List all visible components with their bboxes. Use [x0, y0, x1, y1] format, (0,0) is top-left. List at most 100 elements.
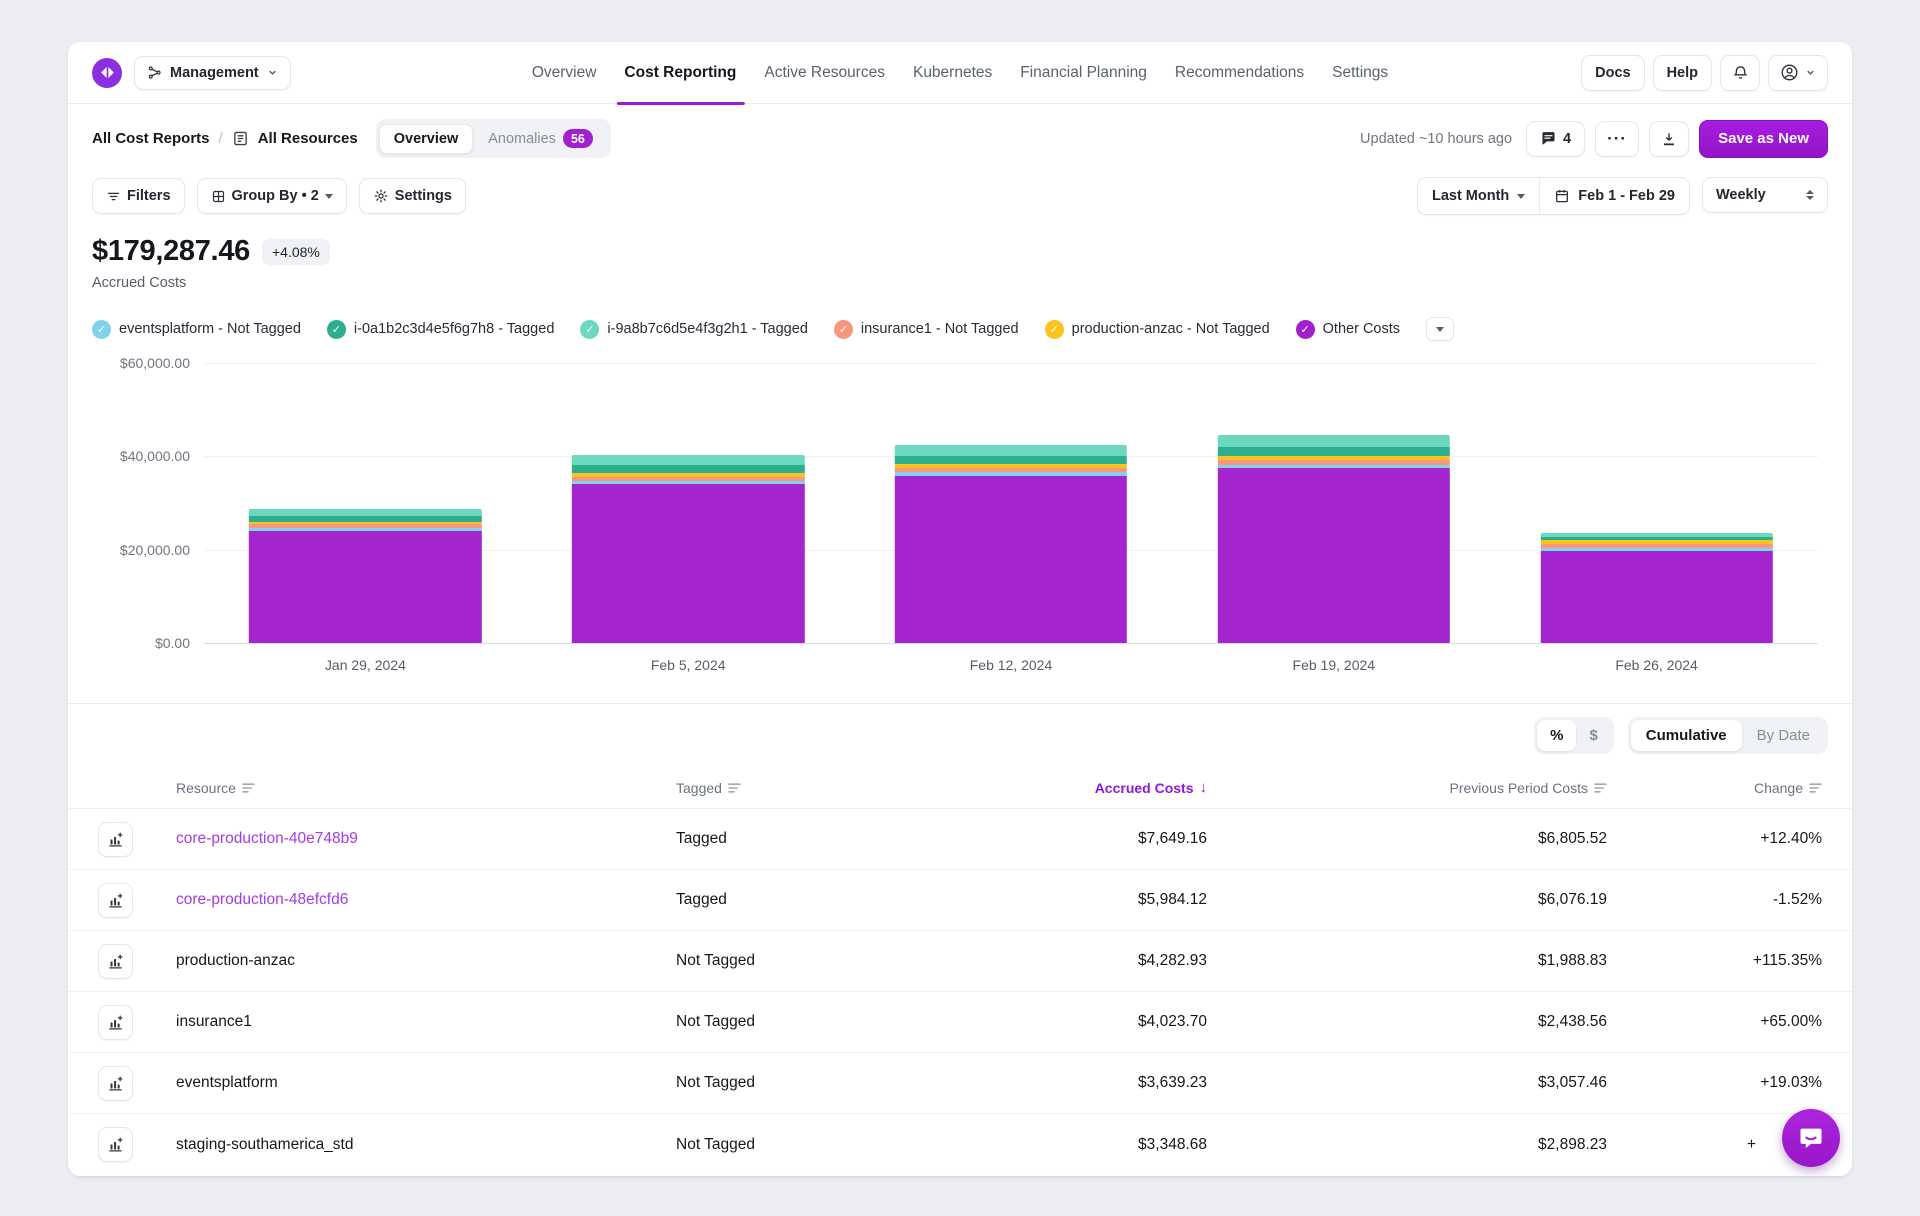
add-to-chart-button[interactable]	[98, 1005, 133, 1040]
filters-button[interactable]: Filters	[92, 178, 185, 214]
legend-item[interactable]: ✓insurance1 - Not Tagged	[834, 320, 1019, 339]
legend-item[interactable]: ✓i-0a1b2c3d4e5f6g7h8 - Tagged	[327, 320, 555, 339]
gear-icon	[373, 188, 389, 204]
comments-count: 4	[1563, 131, 1571, 147]
legend-label: i-0a1b2c3d4e5f6g7h8 - Tagged	[354, 321, 555, 337]
legend-more-button[interactable]	[1426, 317, 1454, 341]
account-menu-button[interactable]	[1768, 55, 1828, 91]
tab-active-resources[interactable]: Active Resources	[764, 42, 885, 104]
check-icon: ✓	[580, 320, 599, 339]
row-icon-cell	[98, 1066, 176, 1101]
legend-item[interactable]: ✓Other Costs	[1296, 320, 1400, 339]
chart-bar[interactable]	[249, 509, 481, 643]
row-icon-cell	[98, 944, 176, 979]
tab-financial-planning[interactable]: Financial Planning	[1020, 42, 1147, 104]
row-icon-cell	[98, 822, 176, 857]
percent-toggle[interactable]: %	[1537, 720, 1576, 751]
by-date-toggle[interactable]: By Date	[1742, 720, 1825, 751]
chart-bar[interactable]	[1540, 533, 1772, 643]
intercom-launcher[interactable]	[1782, 1109, 1840, 1167]
breadcrumb-all-cost-reports[interactable]: All Cost Reports	[92, 130, 210, 147]
table-row[interactable]: insurance1Not Tagged$4,023.70$2,438.56+6…	[68, 992, 1852, 1053]
resource-name[interactable]: core-production-40e748b9	[176, 830, 358, 847]
date-range-button[interactable]: Feb 1 - Feb 29	[1539, 178, 1689, 214]
breadcrumb-all-resources[interactable]: All Resources	[258, 130, 358, 147]
column-header-previous-period-costs[interactable]: Previous Period Costs	[1207, 780, 1607, 796]
resource-name[interactable]: core-production-48efcfd6	[176, 891, 348, 908]
column-header-resource[interactable]: Resource	[176, 780, 676, 796]
main-nav: Overview Cost Reporting Active Resources Ku…	[532, 42, 1388, 104]
chevron-down-icon	[1805, 67, 1816, 78]
cumulative-toggle[interactable]: Cumulative	[1631, 720, 1742, 751]
save-as-new-button[interactable]: Save as New	[1699, 120, 1828, 158]
docs-button[interactable]: Docs	[1581, 55, 1644, 91]
more-actions-button[interactable]: ···	[1595, 121, 1639, 157]
tab-report-overview[interactable]: Overview	[379, 124, 474, 154]
bar-segment	[1218, 447, 1450, 455]
resource-cell: core-production-48efcfd6	[176, 891, 676, 909]
previous-cost-cell: $2,898.23	[1207, 1136, 1607, 1154]
table-row[interactable]: core-production-40e748b9Tagged$7,649.16$…	[68, 809, 1852, 870]
add-to-chart-button[interactable]	[98, 1066, 133, 1101]
group-by-button[interactable]: Group By • 2	[197, 178, 347, 214]
add-to-chart-button[interactable]	[98, 883, 133, 918]
chart-settings-button[interactable]: Settings	[359, 178, 466, 214]
tab-settings[interactable]: Settings	[1332, 42, 1388, 104]
add-to-chart-button[interactable]	[98, 822, 133, 857]
change-cell: +115.35%	[1607, 952, 1822, 970]
chart-bar[interactable]	[895, 445, 1127, 643]
table-row[interactable]: production-anzacNot Tagged$4,282.93$1,98…	[68, 931, 1852, 992]
column-header-accrued-costs[interactable]: Accrued Costs ↓	[887, 779, 1207, 796]
legend-item[interactable]: ✓production-anzac - Not Tagged	[1045, 320, 1270, 339]
resource-cell: staging-southamerica_std	[176, 1136, 676, 1154]
period-select[interactable]: Last Month	[1418, 178, 1539, 214]
table-row[interactable]: staging-southamerica_stdNot Tagged$3,348…	[68, 1114, 1852, 1175]
tab-cost-reporting[interactable]: Cost Reporting	[624, 42, 736, 104]
previous-cost-cell: $2,438.56	[1207, 1013, 1607, 1031]
table-body: core-production-40e748b9Tagged$7,649.16$…	[68, 809, 1852, 1175]
y-axis-tick: $20,000.00	[92, 542, 190, 558]
top-nav: Management Overview Cost Reporting Active …	[68, 42, 1852, 104]
sort-arrow-down-icon: ↓	[1200, 779, 1208, 796]
legend-item[interactable]: ✓i-9a8b7c6d5e4f3g2h1 - Tagged	[580, 320, 808, 339]
column-header-change[interactable]: Change	[1607, 780, 1822, 796]
y-axis-tick: $40,000.00	[92, 448, 190, 464]
chart-bar[interactable]	[1218, 435, 1450, 643]
bar-segment	[572, 455, 804, 466]
dollar-toggle[interactable]: $	[1576, 720, 1610, 751]
resource-name: eventsplatform	[176, 1074, 278, 1091]
calendar-icon	[1554, 188, 1570, 204]
workspace-label: Management	[170, 65, 259, 81]
page: Management Overview Cost Reporting Active …	[0, 0, 1920, 1216]
add-to-chart-button[interactable]	[98, 944, 133, 979]
tab-overview[interactable]: Overview	[532, 42, 597, 104]
bar-segment	[1540, 551, 1772, 643]
bar-segment	[249, 531, 481, 643]
column-header-tagged[interactable]: Tagged	[676, 780, 887, 796]
column-label: Accrued Costs	[1095, 780, 1194, 796]
granularity-select[interactable]: Weekly	[1702, 177, 1828, 213]
table-row[interactable]: core-production-48efcfd6Tagged$5,984.12$…	[68, 870, 1852, 931]
help-button[interactable]: Help	[1653, 55, 1712, 91]
accrued-cost-cell: $5,984.12	[887, 891, 1207, 909]
notifications-button[interactable]	[1720, 55, 1760, 91]
chart-legend: ✓eventsplatform - Not Tagged✓i-0a1b2c3d4…	[68, 291, 1852, 341]
tab-anomalies[interactable]: Anomalies 56	[473, 122, 608, 155]
change-cell: +65.00%	[1607, 1013, 1822, 1031]
tab-recommendations[interactable]: Recommendations	[1175, 42, 1304, 104]
resource-cell: eventsplatform	[176, 1074, 676, 1092]
row-icon-cell	[98, 883, 176, 918]
vantage-logo-icon[interactable]	[92, 58, 122, 88]
chart-bar[interactable]	[572, 455, 804, 643]
column-label: Previous Period Costs	[1449, 780, 1588, 796]
download-button[interactable]	[1649, 121, 1689, 157]
comments-button[interactable]: 4	[1526, 121, 1585, 157]
table-row[interactable]: eventsplatformNot Tagged$3,639.23$3,057.…	[68, 1053, 1852, 1114]
tab-kubernetes[interactable]: Kubernetes	[913, 42, 992, 104]
gridline	[204, 643, 1818, 644]
add-to-chart-button[interactable]	[98, 1127, 133, 1162]
sort-lines-icon	[242, 782, 255, 794]
sort-lines-icon	[1594, 782, 1607, 794]
legend-item[interactable]: ✓eventsplatform - Not Tagged	[92, 320, 301, 339]
workspace-selector[interactable]: Management	[134, 56, 291, 90]
